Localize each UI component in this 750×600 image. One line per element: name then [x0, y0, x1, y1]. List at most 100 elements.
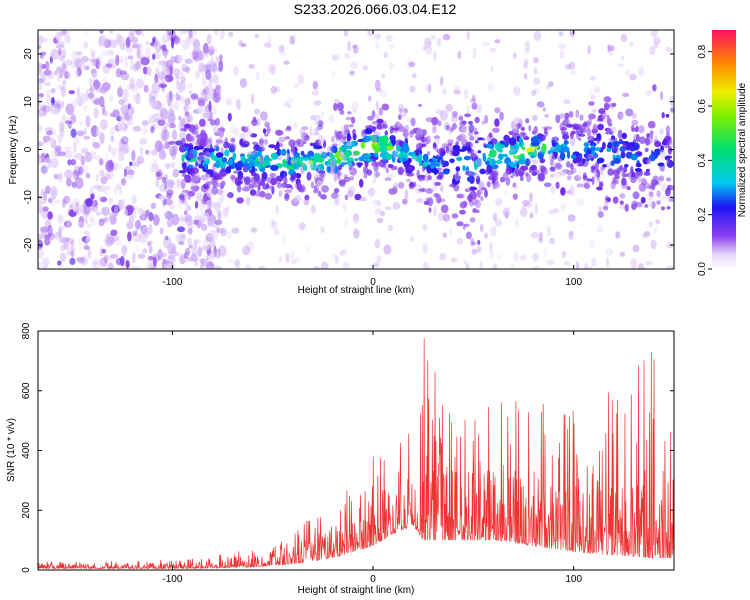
- spectrogram-cell: [469, 186, 478, 191]
- spectrogram-cell: [98, 158, 104, 166]
- spectrogram-cell: [542, 107, 547, 112]
- spectrogram-cell: [436, 37, 442, 47]
- spectrogram-cell: [84, 65, 90, 71]
- spectrogram-cell: [141, 30, 145, 38]
- spectrogram-cell: [637, 174, 642, 183]
- spectrogram-cell: [204, 181, 212, 187]
- snr-series-line: [38, 338, 674, 570]
- spectrogram-cell: [450, 257, 458, 263]
- spectrogram-cell: [381, 103, 390, 111]
- spectrogram-cell: [537, 151, 544, 160]
- spectrogram-cell: [531, 90, 537, 97]
- spectrogram-cell: [425, 188, 433, 194]
- spectrogram-cell: [424, 172, 430, 183]
- snr-y-tick-label: 600: [21, 382, 32, 399]
- spectrogram-cell: [225, 161, 233, 165]
- spectrogram-cell: [549, 153, 555, 162]
- spectrogram-cell: [157, 119, 166, 126]
- spectrogram-cell: [375, 171, 381, 177]
- spectrogram-cell: [101, 248, 107, 254]
- spectrogram-cell: [553, 162, 561, 169]
- spectrogram-x-axis-label: Height of straight line (km): [298, 285, 415, 296]
- spectrogram-cell: [211, 186, 219, 195]
- spectrogram-cell: [494, 118, 500, 127]
- spectrogram-cell: [349, 176, 355, 181]
- spectrogram-cell: [296, 182, 302, 191]
- spectrogram-cell: [105, 63, 113, 68]
- spectrogram-cell: [610, 105, 614, 111]
- spectrogram-cell: [301, 132, 309, 141]
- spectrogram-cell: [380, 135, 389, 144]
- spectrogram-cell: [204, 64, 209, 73]
- spectrogram-cell: [114, 204, 119, 217]
- spectrogram-cell: [466, 104, 470, 114]
- spectrogram-cell: [157, 125, 163, 130]
- spectrogram-cell: [213, 30, 219, 36]
- spectrogram-cell: [209, 230, 216, 238]
- spectrogram-cell: [210, 171, 214, 178]
- spectrogram-cell: [172, 168, 179, 178]
- spectrogram-cell: [333, 193, 341, 202]
- spectrogram-cell: [92, 142, 101, 149]
- spectrogram-cell: [134, 219, 142, 229]
- spectrogram-cell: [467, 171, 474, 177]
- spectrogram-cell: [554, 144, 562, 152]
- snr-y-tick-label: 400: [21, 442, 32, 459]
- spectrogram-cell: [562, 134, 570, 140]
- spectrogram-cell: [548, 209, 555, 215]
- spectrogram-cell: [91, 68, 98, 79]
- spectrogram-cell: [74, 153, 83, 160]
- spectrogram-cell: [178, 115, 182, 121]
- spectrogram-cell: [197, 246, 203, 257]
- spectrogram-cell: [114, 239, 123, 246]
- spectrogram-cell: [293, 197, 298, 204]
- spectrogram-cell: [492, 182, 500, 189]
- spectrogram-cell: [189, 52, 193, 59]
- spectrogram-cell: [371, 161, 379, 167]
- spectrogram-cell: [215, 139, 224, 144]
- spectrogram-cell: [203, 86, 210, 97]
- spectrogram-cell: [52, 139, 57, 150]
- spectrogram-cell: [604, 127, 612, 132]
- spectrogram-cell: [259, 111, 268, 121]
- spectrogram-cell: [58, 171, 63, 183]
- spectrogram-cell: [472, 208, 478, 214]
- spectrogram-cell: [150, 149, 158, 156]
- spectrogram-cell: [340, 182, 346, 188]
- spectrogram-cell: [200, 175, 210, 181]
- spectrogram-cell: [363, 173, 368, 179]
- spectrogram-cell: [178, 82, 183, 94]
- spectrogram-cell: [499, 112, 504, 121]
- spectrogram-cell: [172, 36, 181, 45]
- spectrogram-cell: [356, 162, 364, 166]
- spectrogram-cell: [403, 108, 408, 114]
- spectrogram-cell: [384, 130, 388, 136]
- spectrogram-cell: [343, 176, 351, 183]
- spectrogram-cell: [543, 182, 552, 188]
- spectrogram-cell: [116, 183, 122, 191]
- spectrogram-cell: [183, 166, 190, 173]
- spectrogram-cell: [208, 100, 212, 112]
- spectrogram-cell: [233, 127, 240, 136]
- spectrogram-cell: [227, 112, 232, 122]
- spectrogram-cell: [334, 139, 339, 147]
- spectrogram-cell: [183, 104, 193, 111]
- spectrogram-cell: [187, 148, 191, 155]
- spectrogram-cell: [549, 237, 555, 244]
- spectrogram-cell: [270, 217, 276, 226]
- spectrogram-cell: [332, 69, 336, 78]
- spectrogram-cell: [219, 160, 223, 169]
- spectrogram-cell: [270, 64, 276, 76]
- spectrogram-cell: [190, 158, 197, 162]
- spectrogram-cell: [75, 96, 83, 103]
- spectrogram-cell: [171, 130, 178, 141]
- spectrogram-cell: [549, 173, 555, 178]
- spectrogram-cell: [125, 260, 130, 269]
- spectrogram-cell: [635, 125, 639, 133]
- spectrogram-cell: [246, 158, 255, 163]
- spectrogram-cell: [284, 184, 293, 189]
- spectrogram-cell: [259, 190, 266, 198]
- spectrogram-cell: [612, 196, 619, 204]
- spectrogram-cell: [215, 152, 224, 158]
- spectrogram-cell: [480, 195, 484, 202]
